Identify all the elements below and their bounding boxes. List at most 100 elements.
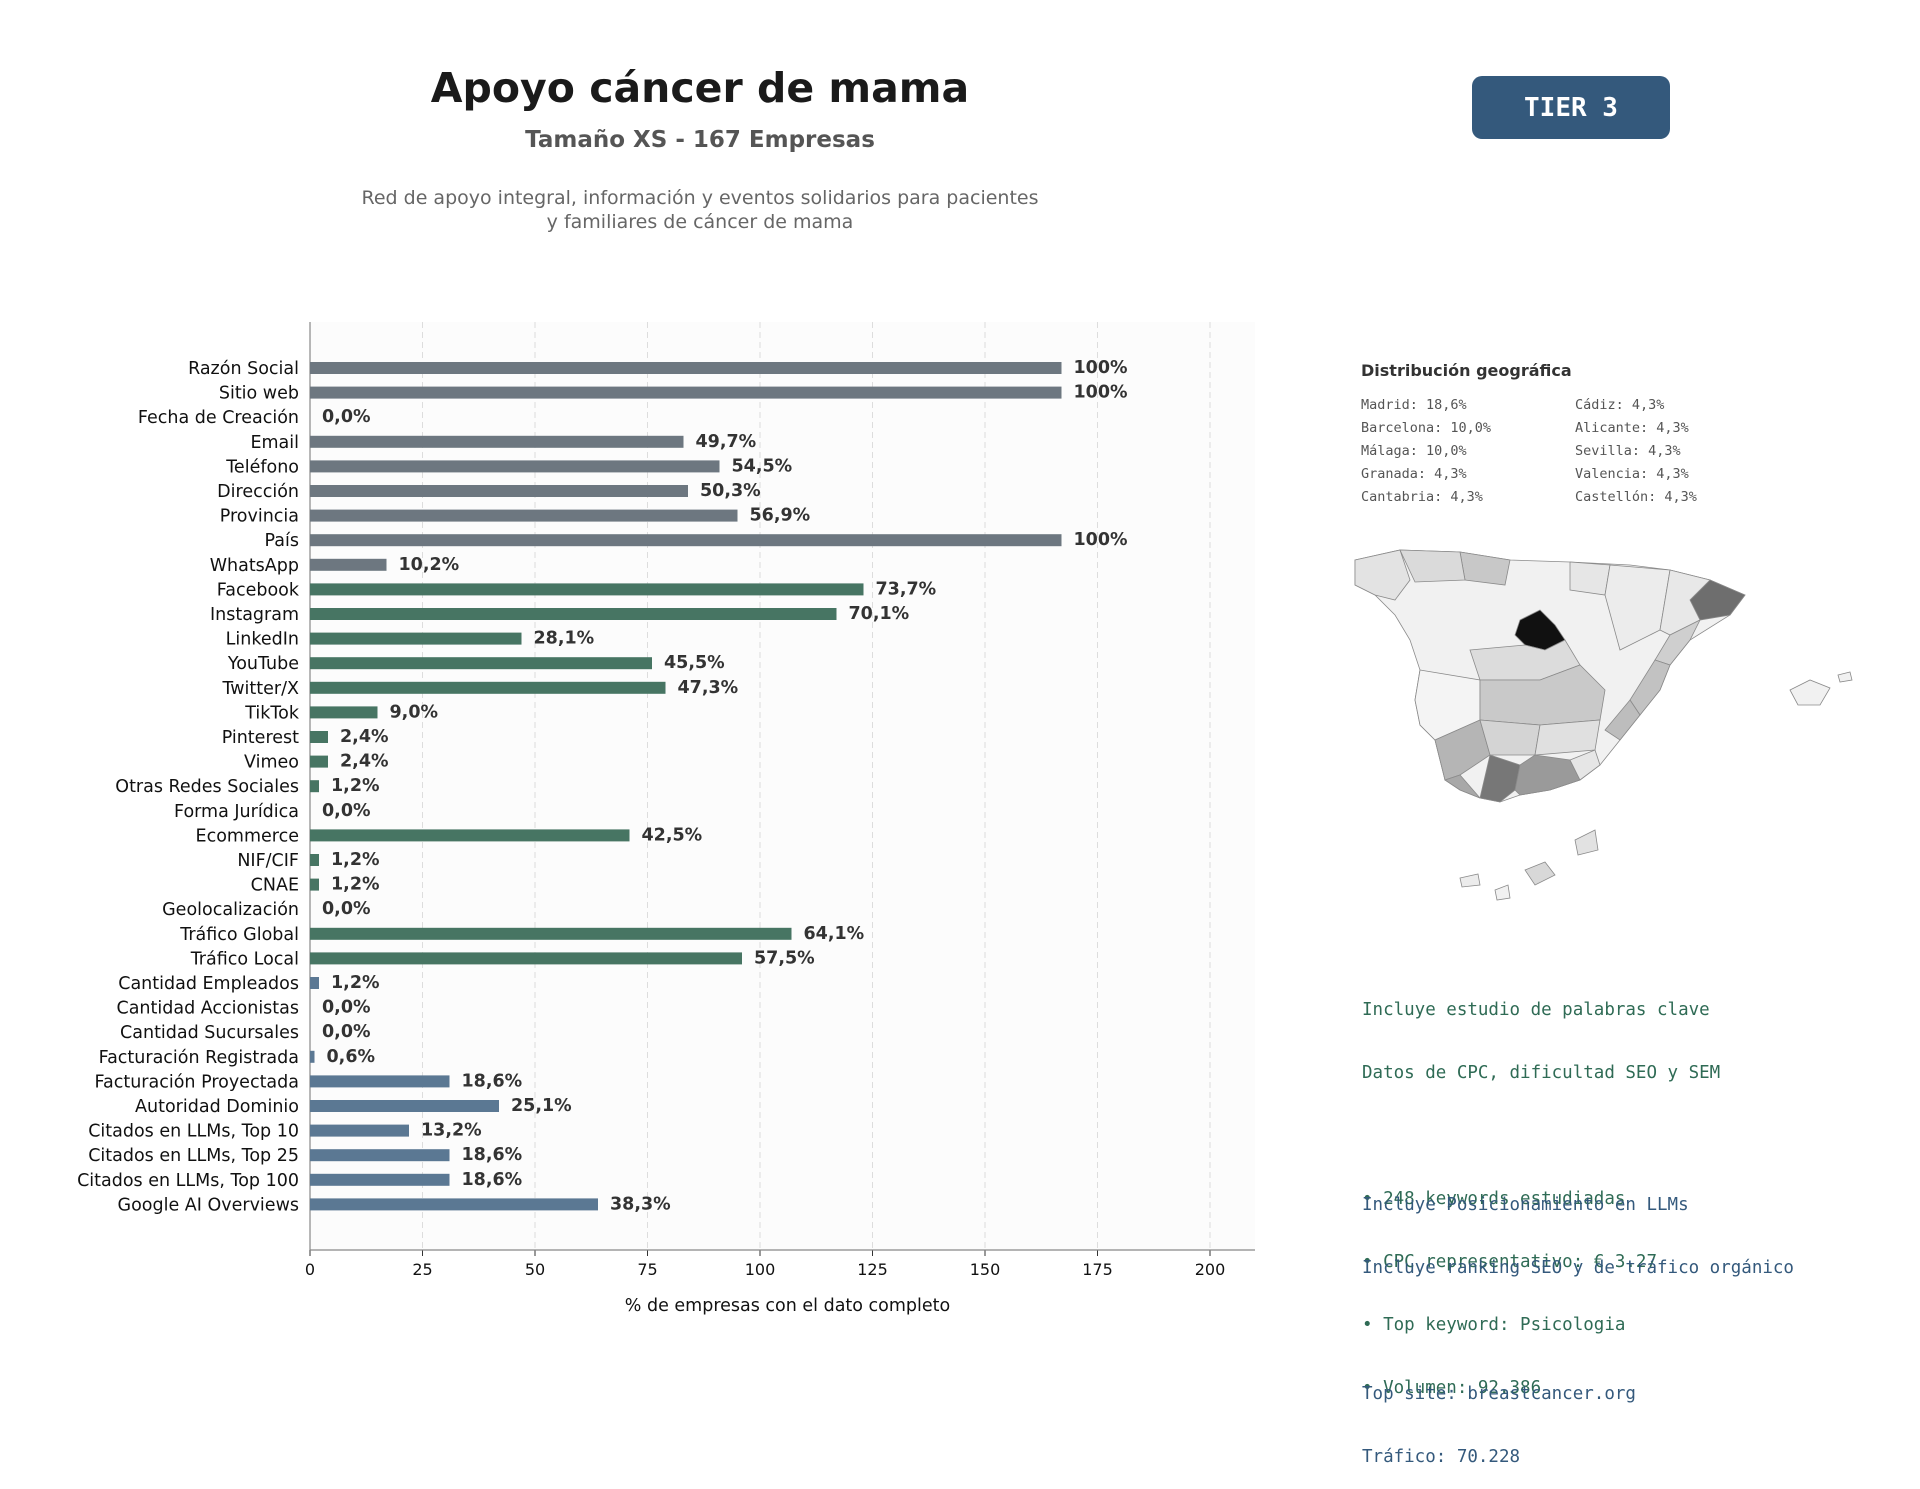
category-label: Ecommerce: [196, 826, 299, 846]
bar: [310, 1050, 315, 1063]
map-region-menorca: [1837, 671, 1853, 683]
category-label: Facebook: [217, 580, 300, 600]
map-region-almeria: [1569, 749, 1601, 781]
x-tick-label: 200: [1195, 1260, 1226, 1279]
tier-badge: TIER 3: [1472, 76, 1670, 139]
bar: [310, 755, 328, 768]
category-label: YouTube: [227, 654, 299, 674]
category-label: Otras Redes Sociales: [115, 777, 299, 797]
geo-item: Málaga: 10,0%: [1361, 443, 1467, 459]
category-label: Twitter/X: [221, 679, 299, 699]
bar: [310, 1075, 450, 1088]
category-label: Facturación Proyectada: [95, 1072, 299, 1092]
x-axis-label: % de empresas con el dato completo: [625, 1296, 950, 1316]
category-label: Teléfono: [225, 457, 299, 477]
data-label: 2,4%: [340, 752, 389, 772]
data-label: 56,9%: [750, 506, 811, 526]
keywords-line: • CPC representativo: € 3.27: [1362, 1252, 1658, 1272]
bar: [310, 731, 328, 743]
data-label: 42,5%: [642, 825, 703, 845]
geo-distribution-list: Madrid: 18,6% Cádiz: 4,3% Barcelona: 10,…: [1361, 397, 1781, 505]
map-region-cordoba: [1479, 719, 1541, 756]
bar: [310, 362, 1062, 374]
category-label: Cantidad Empleados: [118, 974, 299, 994]
data-label: 1,2%: [331, 776, 380, 796]
spain-choropleth-map: [1354, 549, 1853, 901]
geo-item: Madrid: 18,6%: [1361, 397, 1467, 413]
category-label: Provincia: [220, 507, 299, 527]
map-region-cantabria: [1459, 551, 1511, 586]
llm-line: Tráfico: 70.228: [1362, 1447, 1521, 1467]
data-label: 9,0%: [390, 702, 439, 722]
data-label: 18,6%: [462, 1145, 523, 1165]
geo-item: Alicante: 4,3%: [1575, 420, 1689, 436]
map-region-navarra: [1569, 561, 1611, 596]
data-label: 100%: [1074, 358, 1128, 378]
category-label: Autoridad Dominio: [135, 1097, 299, 1117]
keywords-line: Incluye estudio de palabras clave: [1362, 1000, 1710, 1020]
data-label: 0,0%: [322, 407, 371, 427]
map-region-asturias: [1399, 549, 1466, 583]
category-label: Citados en LLMs, Top 25: [88, 1146, 299, 1166]
category-label: Vimeo: [244, 753, 299, 773]
data-label: 13,2%: [421, 1121, 482, 1141]
map-region-canarias-2: [1459, 873, 1481, 888]
bar: [310, 780, 319, 793]
x-tick-label: 75: [637, 1260, 657, 1279]
data-label: 38,3%: [610, 1194, 671, 1214]
data-label: 1,2%: [331, 850, 380, 870]
data-label: 2,4%: [340, 727, 389, 747]
x-tick-label: 0: [305, 1260, 315, 1279]
category-label: WhatsApp: [210, 556, 299, 576]
data-label: 0,0%: [322, 1022, 371, 1042]
data-label: 1,2%: [331, 973, 380, 993]
map-region-canarias: [1524, 861, 1556, 886]
map-region-alicante: [1604, 699, 1641, 741]
map-region-canarias-4: [1494, 884, 1511, 901]
description-line-2: y familiares de cáncer de mama: [546, 211, 854, 233]
category-label: NIF/CIF: [237, 851, 299, 871]
category-label: Google AI Overviews: [118, 1195, 299, 1215]
completeness-bar-chart: 0 25 50 75 100 125 150 175 200 % de empresas con …: [77, 322, 1255, 1316]
bar: [310, 878, 319, 891]
geo-item: Granada: 4,3%: [1361, 466, 1467, 482]
bar: [310, 952, 742, 965]
category-label: Cantidad Accionistas: [116, 999, 299, 1019]
bar: [310, 657, 652, 670]
bar: [310, 1149, 450, 1162]
page-subtitle: Tamaño XS - 167 Empresas: [525, 127, 875, 153]
data-label: 0,6%: [327, 1047, 376, 1067]
bar: [310, 632, 522, 645]
bar: [310, 1100, 499, 1112]
bar: [310, 386, 1062, 399]
category-label: Razón Social: [188, 359, 299, 379]
keywords-line: • 248 keywords estudiadas: [1362, 1189, 1626, 1209]
data-label: 100%: [1074, 383, 1128, 403]
llm-info-block: Incluye Posicionamiento en LLMs Incluye …: [1362, 1153, 1794, 1489]
data-label: 47,3%: [678, 678, 739, 698]
map-region-valencia: [1629, 659, 1671, 716]
bar: [310, 829, 630, 842]
category-label: Sitio web: [219, 384, 299, 404]
geo-distribution-title: Distribución geográfica: [1361, 361, 1572, 380]
map-region-jaen: [1534, 719, 1601, 756]
data-label: 64,1%: [804, 924, 865, 944]
bar: [310, 435, 684, 448]
bar: [310, 509, 738, 522]
bar: [310, 583, 864, 596]
data-label: 50,3%: [700, 481, 761, 501]
data-label: 10,2%: [399, 555, 460, 575]
data-label: 100%: [1074, 530, 1128, 550]
data-label: 70,1%: [849, 604, 910, 624]
category-label: Tráfico Global: [179, 925, 299, 945]
page-title: Apoyo cáncer de mama: [430, 64, 970, 112]
x-tick-label: 50: [525, 1260, 545, 1279]
llm-line: ​: [1362, 1321, 1794, 1342]
data-label: 54,5%: [732, 456, 793, 476]
llm-line: Top site: breastcancer.org: [1362, 1384, 1636, 1404]
bar: [310, 534, 1062, 547]
description-line-1: Red de apoyo integral, información y eve…: [361, 187, 1039, 209]
category-label: Geolocalización: [162, 900, 299, 920]
data-label: 0,0%: [322, 801, 371, 821]
x-tick-label: 125: [857, 1260, 888, 1279]
